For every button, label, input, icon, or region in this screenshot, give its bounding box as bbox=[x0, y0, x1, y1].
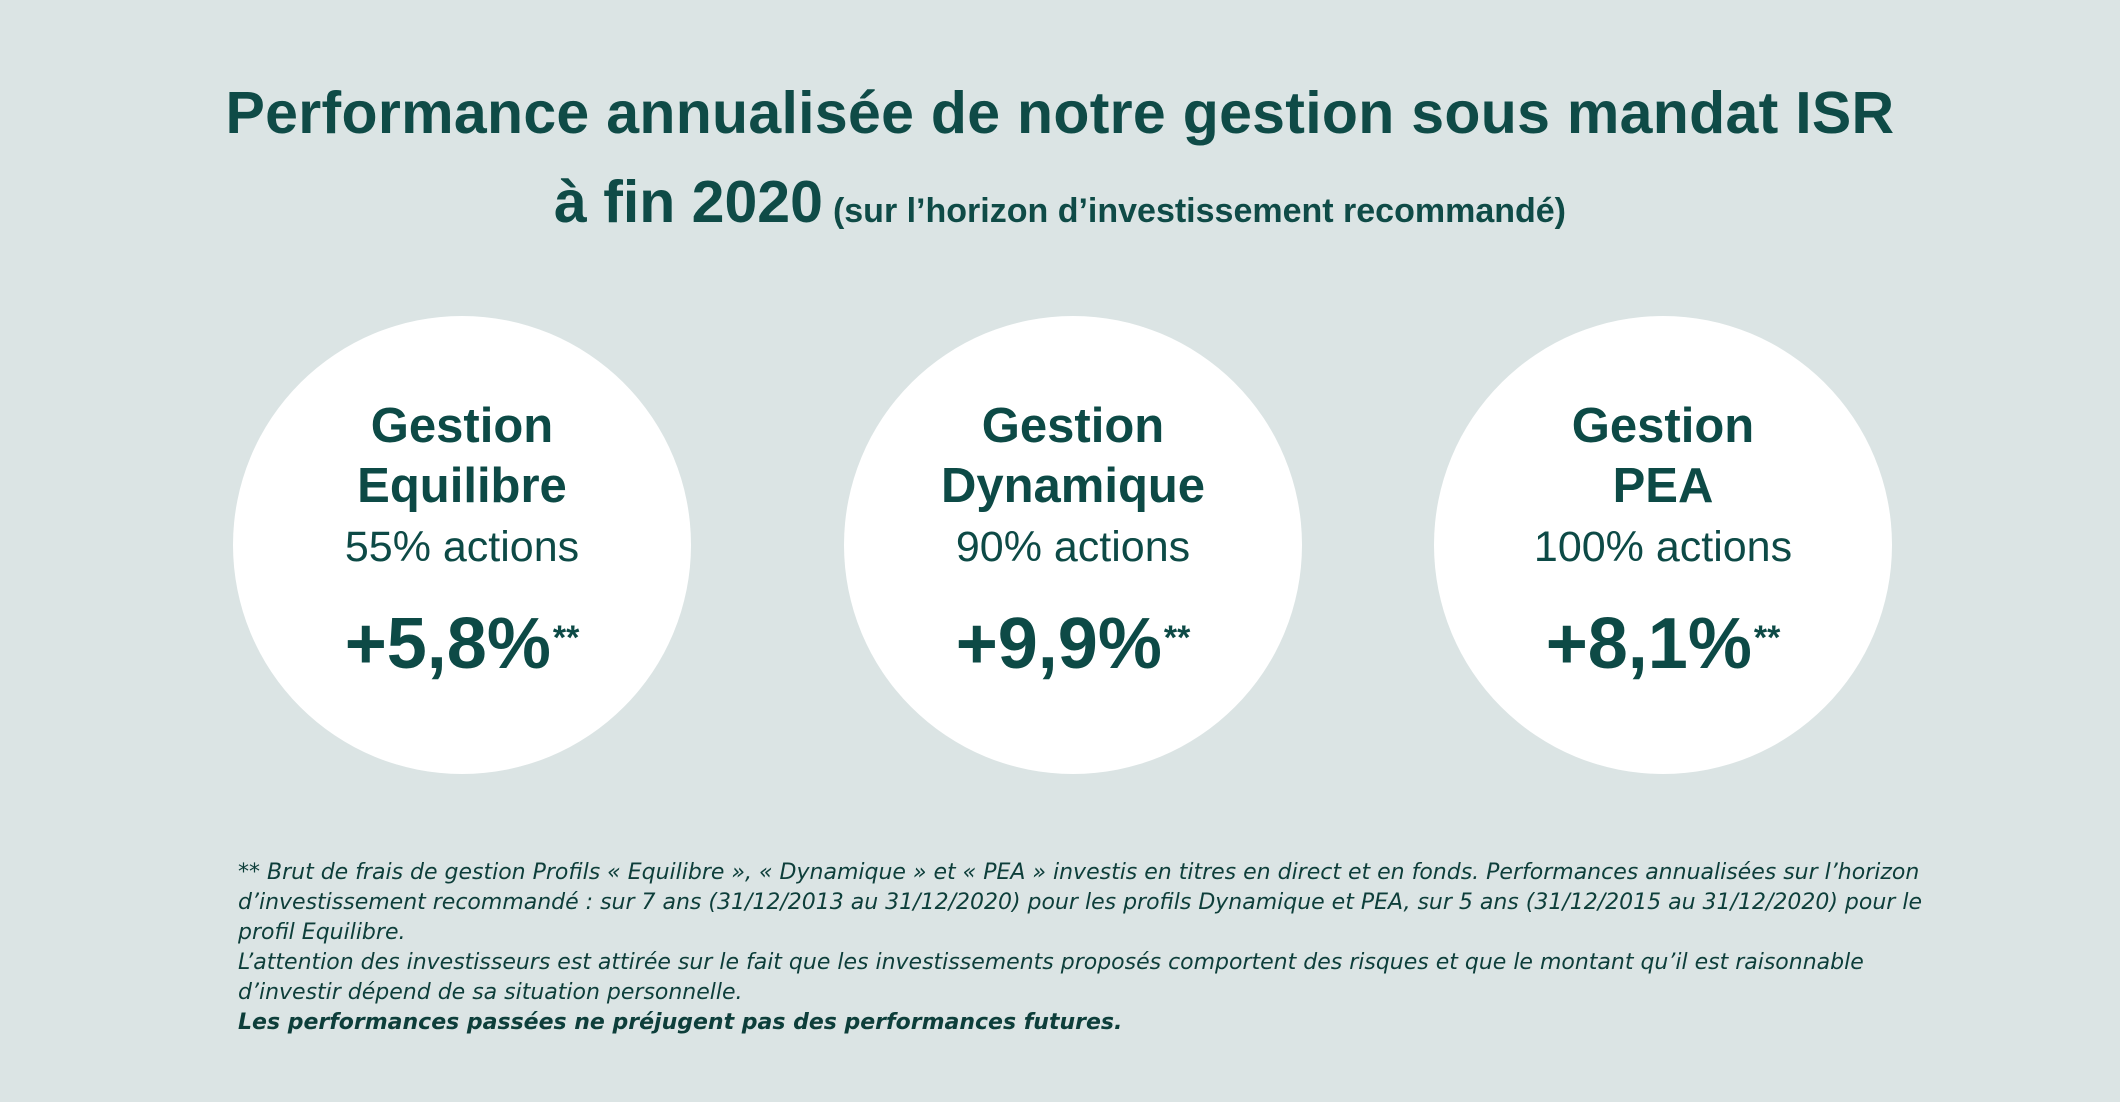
card-performance: +5,8%** bbox=[233, 601, 691, 687]
subtitle-main: à fin 2020 bbox=[554, 169, 823, 235]
footnote-marker: ** bbox=[1753, 619, 1781, 657]
card-allocation: 100% actions bbox=[1533, 523, 1793, 571]
performance-value: +9,9% bbox=[955, 604, 1162, 684]
footnote-marker: ** bbox=[552, 619, 580, 657]
card-name-line1: Gestion bbox=[981, 399, 1165, 453]
page-subtitle: à fin 2020 (sur l’horizon d’investissemen… bbox=[0, 167, 2120, 246]
footnote-past-performance: Les performances passées ne préjugent pa… bbox=[238, 1010, 1123, 1035]
subtitle-note: (sur l’horizon d’investissement recomman… bbox=[832, 192, 1566, 230]
card-name: Gestion Equilibre bbox=[233, 396, 691, 516]
performance-value: +5,8% bbox=[344, 604, 551, 684]
card-name-line2: PEA bbox=[1612, 459, 1714, 513]
card-performance: +8,1%** bbox=[1434, 601, 1892, 687]
card-name-line1: Gestion bbox=[370, 399, 554, 453]
card-name-line1: Gestion bbox=[1571, 399, 1755, 453]
card-allocation: 55% actions bbox=[344, 523, 580, 571]
card-allocation: 90% actions bbox=[955, 523, 1191, 571]
card-pea: Gestion PEA 100% actions +8,1%** bbox=[1434, 316, 1892, 774]
footnote-risk-warning: L’attention des investisseurs est attiré… bbox=[238, 950, 1864, 1005]
card-performance: +9,9%** bbox=[844, 601, 1302, 687]
card-equilibre: Gestion Equilibre 55% actions +5,8%** bbox=[233, 316, 691, 774]
footnote: ** Brut de frais de gestion Profils « Eq… bbox=[238, 858, 1928, 1038]
footnote-marker: ** bbox=[1163, 619, 1191, 657]
card-name: Gestion Dynamique bbox=[844, 396, 1302, 516]
performance-value: +8,1% bbox=[1545, 604, 1752, 684]
page-title: Performance annualisée de notre gestion … bbox=[225, 80, 1895, 146]
card-name: Gestion PEA bbox=[1434, 396, 1892, 516]
footnote-disclaimer: ** Brut de frais de gestion Profils « Eq… bbox=[238, 860, 1922, 945]
card-name-line2: Equilibre bbox=[357, 459, 567, 513]
card-dynamique: Gestion Dynamique 90% actions +9,9%** bbox=[844, 316, 1302, 774]
card-name-line2: Dynamique bbox=[940, 459, 1206, 513]
